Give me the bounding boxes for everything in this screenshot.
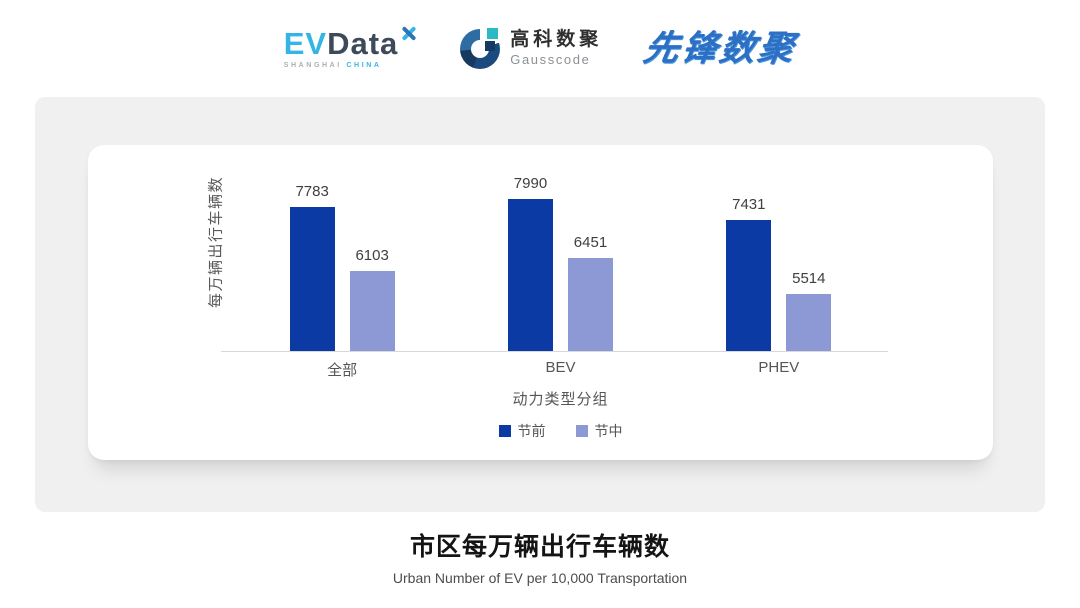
gausscode-navy-square: [485, 40, 496, 51]
gausscode-en-label: Gausscode: [510, 51, 591, 67]
gausscode-teal-square: [487, 27, 499, 39]
evdata-x-icon: [400, 25, 417, 42]
bar-BEV-节前: [507, 199, 553, 352]
evdata-logo-ev: EV: [283, 26, 328, 61]
plot-area: 7783 6103 7990 6451 7431 5514: [221, 145, 888, 352]
logo-bar: EV Data SHANGHAI CHINA 高科数聚 Gausscode 先锋…: [0, 0, 1080, 97]
bar-group-全部: 7783 6103: [233, 145, 451, 352]
evdata-logo-data: Data: [327, 26, 399, 61]
category-label-BEV: BEV: [545, 359, 576, 376]
bar-wrap: 7990: [507, 175, 553, 352]
bar-BEV-节中: [567, 258, 613, 352]
gausscode-g-icon: [459, 27, 501, 70]
legend-label: 节前: [517, 423, 546, 439]
x-axis-categories: 全部 BEV PHEV: [233, 359, 888, 380]
category-label-全部: 全部: [327, 362, 358, 379]
legend-item-节中[interactable]: 节中: [575, 421, 623, 441]
caption-block: 市区每万辆出行车辆数 Urban Number of EV per 10,000…: [0, 527, 1080, 586]
value-label: 7783: [295, 183, 329, 200]
category-label-PHEV: PHEV: [758, 359, 800, 376]
evdata-shanghai-label: SHANGHAI: [283, 62, 342, 69]
bar-PHEV-节前: [726, 220, 772, 352]
value-label: 7990: [513, 175, 548, 192]
evdata-logo: EV Data SHANGHAI CHINA: [284, 28, 418, 69]
chart-subtitle: Urban Number of EV per 10,000 Transporta…: [392, 570, 688, 586]
bar-group-BEV: 7990 6451: [451, 145, 669, 352]
value-label: 6451: [573, 234, 608, 251]
bar-全部-节前: [289, 207, 335, 352]
value-label: 7431: [732, 196, 766, 213]
value-label: 6103: [355, 247, 389, 264]
gausscode-logo: 高科数聚 Gausscode: [459, 27, 603, 70]
gausscode-cn-label: 高科数聚: [510, 29, 603, 51]
value-label: 5514: [792, 270, 826, 287]
legend-item-节前[interactable]: 节前: [498, 421, 546, 441]
chart-card: 每万辆出行车辆数 7783 6103 7990 6451 7431 5514 全部 BEV P…: [88, 145, 993, 460]
bar-wrap: 7431: [726, 196, 772, 352]
bar-全部-节中: [349, 271, 395, 352]
chart-title: 市区每万辆出行车辆数: [409, 533, 670, 561]
bar-wrap: 7783: [289, 183, 335, 352]
xianfeng-logo: 先锋数聚: [640, 29, 800, 68]
chart-panel: 每万辆出行车辆数 7783 6103 7990 6451 7431 5514 全部 BEV P…: [35, 97, 1045, 512]
legend-swatch-icon: [575, 425, 588, 437]
bar-wrap: 6451: [567, 234, 613, 352]
bar-wrap: 6103: [349, 247, 395, 352]
evdata-china-label: CHINA: [346, 62, 382, 69]
x-axis-title: 动力类型分组: [512, 391, 609, 408]
legend-swatch-icon: [498, 425, 511, 437]
y-axis-label: 每万辆出行车辆数: [207, 175, 225, 309]
legend: 节前 节中: [233, 421, 888, 441]
legend-label: 节中: [594, 423, 623, 439]
bar-group-PHEV: 7431 5514: [670, 145, 888, 352]
x-axis-line: [221, 351, 888, 352]
bar-PHEV-节中: [786, 294, 832, 352]
bar-wrap: 5514: [786, 270, 832, 352]
